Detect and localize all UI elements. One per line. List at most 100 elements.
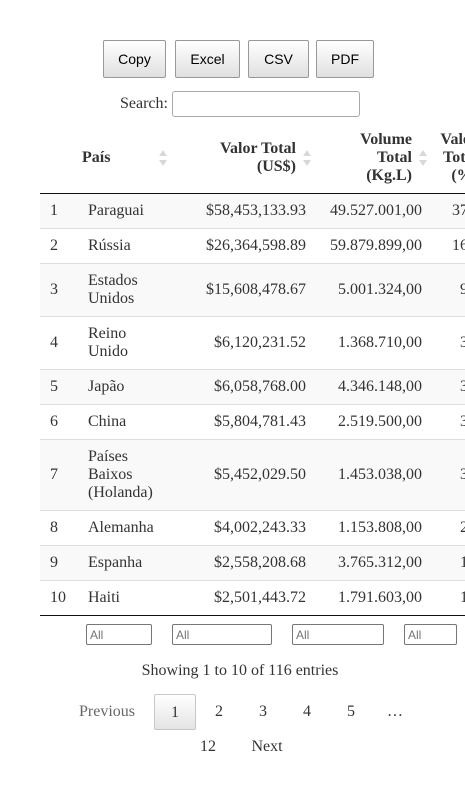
- page-button[interactable]: 2: [215, 703, 223, 720]
- cell-valor-total: $2,501,443.72: [170, 579, 314, 616]
- cell-valor-total: $26,364,598.89: [170, 227, 314, 263]
- cell-pais: Paraguai: [82, 193, 170, 228]
- cell-pais: Haiti: [82, 579, 170, 616]
- cell-volume-total: 1.368.710,00: [314, 315, 430, 369]
- cell-volume-total: 1.453.038,00: [314, 438, 430, 510]
- table-row: 5 Japão $6,058,768.00 4.346.148,00 3,87: [40, 368, 465, 404]
- cell-valor-total: $15,608,478.67: [170, 262, 314, 316]
- column-header-valor-pct-line1: Valor: [440, 131, 465, 149]
- table-row: 10 Haiti $2,501,443.72 1.791.603,00 1,60: [40, 579, 465, 616]
- cell-pais: Espanha: [82, 544, 170, 580]
- data-table: País Valor Total (US$) Volume Total (Kg.…: [40, 124, 465, 616]
- row-index: 1: [40, 193, 82, 228]
- row-index: 6: [40, 403, 82, 439]
- page-button[interactable]: 4: [303, 703, 311, 720]
- cell-valor-total: $58,453,133.93: [170, 193, 314, 228]
- table-row: 6 China $5,804,781.43 2.519.500,00 3,71: [40, 403, 465, 439]
- cell-volume-total: 5.001.324,00: [314, 262, 430, 316]
- table-row: 1 Paraguai $58,453,133.93 49.527.001,00 …: [40, 193, 465, 228]
- excel-button[interactable]: Excel: [175, 40, 240, 78]
- search-box: Search:: [120, 91, 360, 117]
- search-label: Search:: [120, 95, 168, 112]
- column-header-valor-total-line1: Valor Total: [219, 140, 296, 158]
- cell-volume-total: 59.879.899,00: [314, 227, 430, 263]
- filter-valor-pct-input[interactable]: [404, 624, 457, 645]
- column-header-volume-total[interactable]: Volume Total (Kg.L): [314, 124, 430, 194]
- cell-valor-pct: 3,48: [430, 438, 465, 510]
- copy-button[interactable]: Copy: [103, 40, 166, 78]
- sort-icon: [418, 149, 428, 167]
- cell-pais: Reino Unido: [82, 315, 170, 369]
- row-index: 5: [40, 368, 82, 404]
- cell-valor-pct: 3,87: [430, 368, 465, 404]
- cell-pais: Japão: [82, 368, 170, 404]
- column-header-valor-total-line2: (US$): [256, 158, 296, 176]
- filter-valor-total-input[interactable]: [172, 624, 272, 645]
- cell-valor-total: $5,804,781.43: [170, 403, 314, 439]
- previous-button[interactable]: Previous: [79, 703, 135, 720]
- column-header-pais-label: País: [82, 149, 111, 167]
- cell-volume-total: 3.765.312,00: [314, 544, 430, 580]
- table-row: 8 Alemanha $4,002,243.33 1.153.808,00 2,…: [40, 509, 465, 545]
- search-input[interactable]: [171, 91, 360, 117]
- column-header-pais[interactable]: País: [82, 124, 170, 194]
- column-header-volume-total-line1: Volume: [360, 131, 412, 149]
- cell-valor-pct: 1,63: [430, 544, 465, 580]
- row-index: 10: [40, 579, 82, 616]
- cell-valor-total: $6,058,768.00: [170, 368, 314, 404]
- cell-volume-total: 2.519.500,00: [314, 403, 430, 439]
- csv-button[interactable]: CSV: [248, 40, 309, 78]
- column-header-valor-pct-line3: (%): [451, 167, 465, 185]
- filter-pais-input[interactable]: [86, 624, 152, 645]
- table-body: 1 Paraguai $58,453,133.93 49.527.001,00 …: [40, 193, 465, 616]
- cell-valor-pct: 2,56: [430, 509, 465, 545]
- page-button[interactable]: 5: [347, 703, 355, 720]
- page-button-last[interactable]: 12: [200, 738, 216, 755]
- cell-valor-pct: 9,98: [430, 262, 465, 316]
- row-index: 9: [40, 544, 82, 580]
- cell-pais: China: [82, 403, 170, 439]
- table-row: 9 Espanha $2,558,208.68 3.765.312,00 1,6…: [40, 544, 465, 580]
- row-index: 8: [40, 509, 82, 545]
- cell-valor-total: $4,002,243.33: [170, 509, 314, 545]
- column-header-valor-total[interactable]: Valor Total (US$): [170, 124, 314, 194]
- page-button-current[interactable]: 1: [154, 694, 196, 730]
- row-index: 3: [40, 262, 82, 316]
- page-button[interactable]: 3: [259, 703, 267, 720]
- cell-valor-pct: 37,36: [430, 193, 465, 228]
- column-header-valor-pct-line2: Total: [443, 149, 465, 167]
- table-header: País Valor Total (US$) Volume Total (Kg.…: [40, 124, 465, 194]
- column-filters: [40, 624, 465, 646]
- cell-pais: Rússia: [82, 227, 170, 263]
- cell-valor-pct: 3,71: [430, 403, 465, 439]
- cell-valor-total: $5,452,029.50: [170, 438, 314, 510]
- cell-pais: Estados Unidos: [82, 262, 170, 316]
- table-row: 7 Países Baixos (Holanda) $5,452,029.50 …: [40, 438, 465, 510]
- cell-volume-total: 1.791.603,00: [314, 579, 430, 616]
- pdf-button[interactable]: PDF: [316, 40, 374, 78]
- sort-icon: [158, 149, 168, 167]
- cell-volume-total: 4.346.148,00: [314, 368, 430, 404]
- table-info: Showing 1 to 10 of 116 entries: [141, 662, 339, 679]
- cell-volume-total: 1.153.808,00: [314, 509, 430, 545]
- row-index: 7: [40, 438, 82, 510]
- column-header-valor-pct[interactable]: Valor Total (%): [430, 124, 465, 194]
- next-button[interactable]: Next: [251, 738, 283, 755]
- table-row: 2 Rússia $26,364,598.89 59.879.899,00 16…: [40, 227, 465, 263]
- cell-valor-pct: 1,60: [430, 579, 465, 616]
- pagination-ellipsis: …: [387, 703, 403, 720]
- cell-valor-total: $6,120,231.52: [170, 315, 314, 369]
- cell-pais: Países Baixos (Holanda): [82, 438, 170, 510]
- row-index: 2: [40, 227, 82, 263]
- cell-pais: Alemanha: [82, 509, 170, 545]
- cell-volume-total: 49.527.001,00: [314, 193, 430, 228]
- cell-valor-pct: 16,85: [430, 227, 465, 263]
- column-header-index: [40, 124, 82, 194]
- cell-valor-pct: 3,91: [430, 315, 465, 369]
- column-header-volume-total-line3: (Kg.L): [366, 167, 412, 185]
- table-row: 3 Estados Unidos $15,608,478.67 5.001.32…: [40, 262, 465, 316]
- table-row: 4 Reino Unido $6,120,231.52 1.368.710,00…: [40, 315, 465, 369]
- cell-valor-total: $2,558,208.68: [170, 544, 314, 580]
- filter-volume-total-input[interactable]: [292, 624, 384, 645]
- column-header-volume-total-line2: Total: [377, 149, 412, 167]
